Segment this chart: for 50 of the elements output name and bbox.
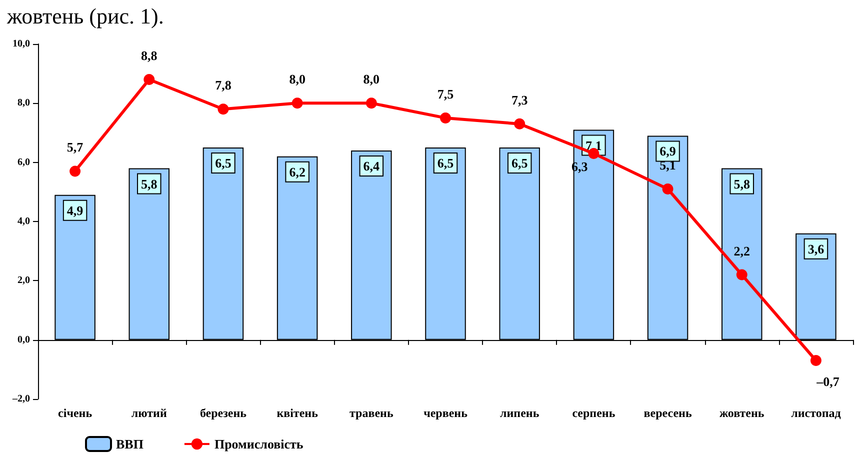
data-label: 8,8 — [141, 48, 158, 63]
x-tick-label: жовтень — [719, 406, 765, 420]
x-tick-label: лютий — [131, 406, 167, 420]
x-tick-label: липень — [500, 406, 540, 420]
data-label: 6,2 — [289, 164, 306, 180]
point — [662, 183, 674, 194]
x-tick-label: квітень — [276, 406, 319, 420]
data-label: 6,5 — [511, 156, 528, 171]
point — [366, 98, 377, 109]
data-label: 6,5 — [437, 156, 454, 171]
legend-label: ВВП — [116, 436, 144, 452]
data-label: 2,2 — [734, 243, 750, 258]
x-tick-label: травень — [350, 406, 394, 420]
data-label: 5,8 — [734, 176, 750, 192]
x-tick-label: серпень — [572, 406, 616, 420]
y-tick-label: 10,0 — [12, 38, 30, 50]
point — [736, 269, 748, 280]
point — [70, 166, 81, 177]
data-label: 8,0 — [289, 72, 306, 87]
data-label: 6,4 — [363, 158, 380, 174]
x-tick-label: листопад — [791, 406, 841, 420]
data-label: 5,8 — [141, 176, 158, 192]
x-tick-label: січень — [58, 406, 93, 420]
point — [292, 98, 303, 109]
data-label: –0,7 — [816, 374, 840, 390]
x-tick-label: червень — [424, 406, 468, 420]
text: жовтень (рис. 1). — [6, 4, 164, 28]
point — [218, 104, 229, 115]
data-label: 6,9 — [660, 144, 676, 159]
x-tick-label: вересень — [644, 406, 692, 420]
point — [440, 112, 451, 124]
y-tick-label: 0,0 — [18, 334, 30, 346]
point — [144, 74, 155, 85]
data-label: 4,9 — [66, 202, 84, 218]
y-tick-label: –2,0 — [12, 394, 30, 404]
data-label: 7,8 — [215, 78, 232, 93]
y-tick-label: 8,0 — [18, 98, 30, 109]
data-label: 6,5 — [215, 156, 232, 171]
data-label: 7,5 — [437, 86, 454, 102]
legend-label: Промисловість — [214, 436, 304, 452]
point — [810, 355, 822, 366]
point — [514, 118, 526, 130]
y-tick-label: 4,0 — [18, 216, 30, 227]
data-label: 8,0 — [363, 72, 380, 87]
data-label: 3,6 — [808, 241, 825, 256]
data-label: 7,3 — [511, 92, 528, 108]
y-tick-label: 2,0 — [18, 275, 30, 286]
x-tick-label: березень — [200, 406, 248, 420]
y-tick-label: 6,0 — [18, 156, 30, 168]
data-label: 5,7 — [66, 140, 84, 155]
